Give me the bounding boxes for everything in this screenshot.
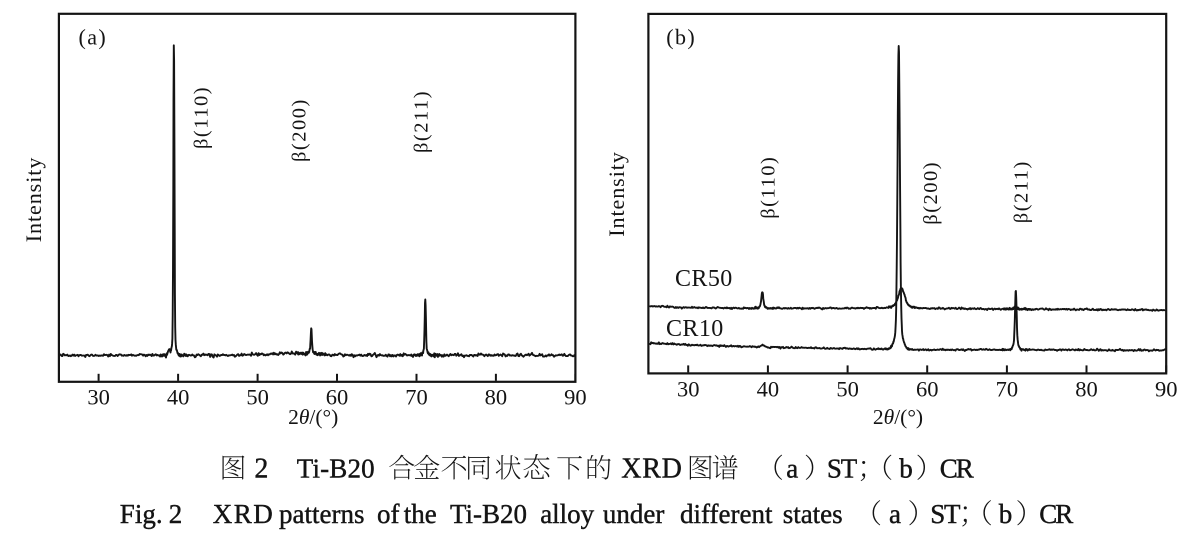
svg-text:70: 70 (996, 377, 1019, 402)
svg-text:(a): (a) (79, 25, 108, 50)
svg-text:ST: ST (930, 499, 961, 529)
svg-text:CR: CR (940, 454, 974, 484)
svg-text:CR: CR (1039, 499, 1073, 529)
svg-text:Ti-B20: Ti-B20 (450, 499, 527, 529)
svg-text:the: the (404, 499, 437, 529)
svg-text:β(211): β(211) (1010, 160, 1032, 223)
svg-text:β(110): β(110) (758, 156, 780, 219)
svg-text:(b): (b) (666, 25, 696, 50)
svg-text:under: under (603, 499, 664, 529)
svg-text:Fig.: Fig. (120, 499, 163, 529)
svg-text:XRD: XRD (213, 499, 275, 529)
svg-text:50: 50 (246, 385, 269, 410)
svg-text:a: a (786, 454, 798, 484)
svg-text:90: 90 (1155, 377, 1178, 402)
svg-text:40: 40 (757, 377, 780, 402)
svg-text:70: 70 (405, 385, 428, 410)
svg-text:b: b (999, 499, 1013, 529)
svg-text:60: 60 (916, 377, 939, 402)
svg-text:states: states (783, 499, 843, 529)
svg-text:2: 2 (254, 454, 268, 485)
svg-text:2: 2 (169, 499, 183, 529)
svg-text:different: different (680, 499, 773, 529)
svg-text:β(200): β(200) (920, 161, 942, 225)
svg-text:Ti-B20: Ti-B20 (297, 454, 375, 484)
svg-text:b: b (899, 454, 913, 484)
svg-text:β(211): β(211) (411, 90, 433, 153)
svg-text:XRD: XRD (621, 454, 683, 485)
svg-text:of: of (377, 499, 400, 529)
svg-text:Intensity: Intensity (21, 157, 46, 243)
svg-text:CR50: CR50 (675, 266, 733, 292)
svg-text:β(200): β(200) (289, 98, 311, 162)
svg-text:80: 80 (485, 385, 508, 410)
svg-text:β(110): β(110) (190, 86, 212, 149)
svg-text:2θ/(°): 2θ/(°) (873, 405, 923, 429)
svg-text:ST: ST (827, 454, 858, 484)
svg-text:90: 90 (564, 385, 587, 410)
svg-text:80: 80 (1075, 377, 1098, 402)
svg-text:40: 40 (167, 385, 190, 410)
svg-text:2θ/(°): 2θ/(°) (288, 405, 338, 429)
svg-text:a: a (889, 499, 901, 529)
svg-text:30: 30 (87, 385, 110, 410)
svg-text:alloy: alloy (540, 499, 594, 529)
svg-text:Intensity: Intensity (604, 151, 629, 237)
svg-text:60: 60 (326, 385, 349, 410)
svg-text:30: 30 (677, 377, 700, 402)
svg-text:CR10: CR10 (666, 316, 724, 342)
svg-text:50: 50 (836, 377, 859, 402)
svg-text:patterns: patterns (279, 499, 364, 529)
